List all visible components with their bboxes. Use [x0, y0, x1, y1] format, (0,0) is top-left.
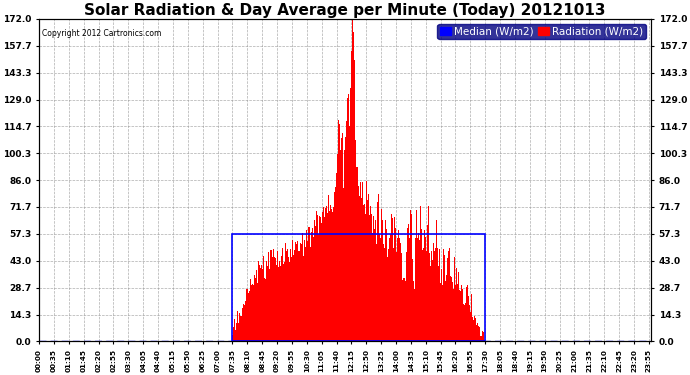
Text: Copyright 2012 Cartronics.com: Copyright 2012 Cartronics.com [42, 28, 161, 38]
Title: Solar Radiation & Day Average per Minute (Today) 20121013: Solar Radiation & Day Average per Minute… [84, 3, 606, 18]
Bar [233, 234, 485, 341]
Legend: Median (W/m2), Radiation (W/m2): Median (W/m2), Radiation (W/m2) [437, 24, 646, 39]
